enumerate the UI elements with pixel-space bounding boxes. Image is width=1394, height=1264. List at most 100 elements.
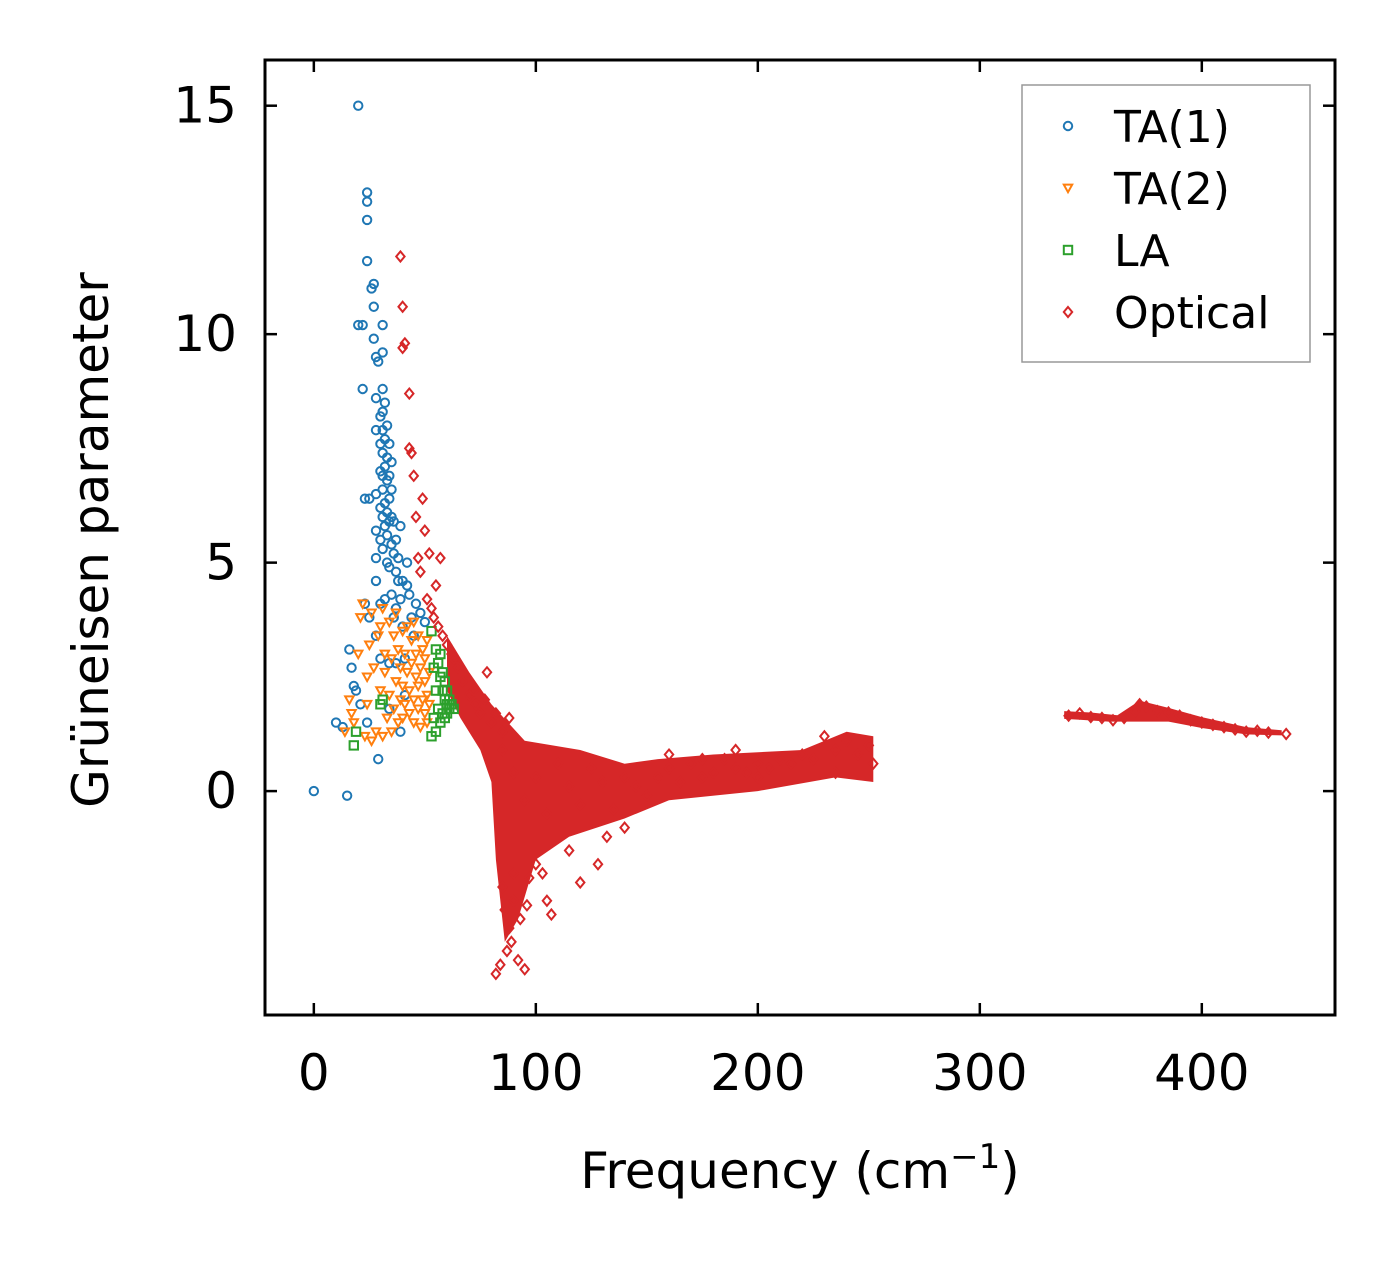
optical-point [608,802,620,816]
optical-point [512,953,524,967]
optical-point [863,738,875,753]
ta2-point [361,672,374,684]
ta2-point [410,672,422,684]
optical-point [1085,710,1097,724]
optical-point [685,757,697,771]
y-tick-label: 5 [205,534,237,592]
ta2-point [403,709,416,720]
optical-point [830,766,842,780]
ta2-point [396,626,409,638]
ta1-point [370,392,382,404]
ta2-point [343,695,356,706]
optical-point [1129,704,1141,718]
optical-point [448,651,460,666]
optical-point [503,921,515,935]
optical-point [481,665,493,679]
ta2-point [365,608,378,620]
ta1-point [361,187,373,198]
optical-dense-cloud-0 [447,635,874,942]
optical-point [519,962,531,976]
optical-point [596,775,608,789]
optical-point [468,683,480,698]
optical-point [485,715,497,730]
ta1-point [404,589,415,600]
ta2-point [407,695,420,706]
optical-point [807,752,819,766]
legend-label-la: LA [1114,226,1170,277]
optical-point [663,761,675,775]
ta2-point [398,699,411,711]
optical-point [441,638,453,652]
data-points [308,100,1292,981]
optical-point [630,779,642,794]
ta2-point [416,645,429,656]
optical-point [519,793,531,807]
optical-point [434,551,446,565]
y-tick-label: 15 [173,77,237,135]
optical-point [796,747,808,762]
ta1-point [395,593,406,605]
optical-point [1240,725,1252,739]
legend-marker-ta1 [1062,120,1074,132]
ta1-point [392,552,404,564]
x-tick-label: 0 [298,1044,330,1102]
optical-point [403,441,415,455]
x-tick-label: 300 [932,1044,1027,1102]
optical-point [1251,724,1263,738]
ta1-point [390,534,402,545]
ta2-point [396,713,409,725]
legend-marker-la [1062,244,1074,256]
la-point [350,726,362,737]
optical-point [1140,699,1152,714]
ta1-point [399,653,411,664]
optical-point [408,469,420,483]
ta2-point [403,686,416,697]
ta2-point [414,722,427,734]
optical-point [1218,720,1230,734]
optical-point [503,711,515,725]
optical-point [530,770,542,784]
ta2-point [405,635,418,647]
optical-point [574,875,586,890]
optical-point [508,866,520,880]
optical-point [419,524,431,538]
legend-label-optical: Optical [1114,288,1269,339]
optical-point [663,747,675,762]
optical-point [1262,726,1274,740]
optical-point [536,866,548,880]
optical-point [852,747,864,762]
ta2-point [387,704,400,716]
ta1-point [370,525,382,536]
ta2-point [372,631,385,643]
ta1-point [377,383,388,395]
ta1-point [308,785,320,797]
la-point [377,694,388,705]
ta1-point [395,726,406,737]
optical-point [719,752,731,766]
ta2-point [339,727,351,738]
x-axis-label-end: ) [1000,1142,1020,1200]
optical-point [730,761,742,775]
optical-point [508,766,520,780]
optical-point [474,706,486,721]
legend-marker-ta2 [1062,183,1074,195]
y-axis-label: Grüneisen parameter [62,272,120,808]
optical-point [1134,697,1146,711]
la-point [435,648,446,660]
ta2-point [398,649,411,661]
ta1-point [370,552,382,564]
ta1-point [384,470,395,482]
optical-point [1118,711,1130,725]
optical-point [552,757,564,771]
optical-point [1185,713,1197,727]
ta2-point [401,667,413,679]
ta1-point [368,278,379,290]
optical-point [514,912,526,926]
ta2-point [423,699,436,711]
ta2-point [421,690,433,702]
optical-point [406,446,418,460]
legend: TA(1) TA(2) LA Optical [1021,84,1311,363]
optical-point [785,757,797,771]
ta1-point [373,356,384,367]
ta1-point [386,484,397,495]
